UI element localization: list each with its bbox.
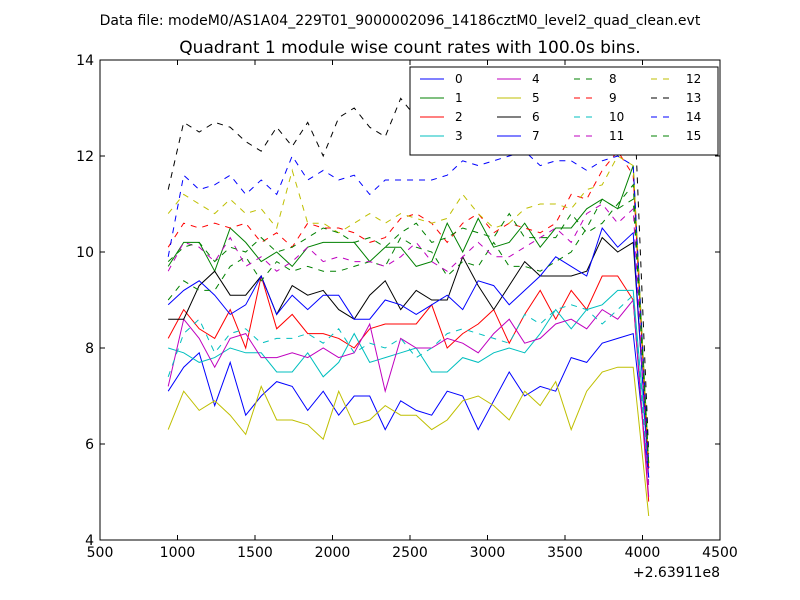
legend-label: 2 <box>455 110 463 124</box>
series-line-10 <box>167 294 650 483</box>
y-tick-label: 4 <box>85 533 94 549</box>
y-tick-label: 10 <box>76 245 94 261</box>
x-tick-label: 4500 <box>702 545 738 561</box>
series-line-1 <box>167 165 650 464</box>
series-line-4 <box>167 298 650 497</box>
x-tick-label: 3500 <box>547 545 583 561</box>
chart-suptitle: Data file: modeM0/AS1A04_229T01_90000020… <box>100 13 701 29</box>
x-tick-label: 3000 <box>470 545 506 561</box>
legend-label: 15 <box>686 129 701 143</box>
legend-label: 8 <box>609 72 617 86</box>
series-line-8 <box>167 198 650 469</box>
series-line-15 <box>167 183 650 464</box>
legend-label: 13 <box>686 91 701 105</box>
x-tick-label: 2500 <box>392 545 428 561</box>
series-line-9 <box>167 150 650 473</box>
chart-title: Quadrant 1 module wise count rates with … <box>179 38 640 58</box>
plot-series <box>167 78 650 517</box>
legend-box <box>409 66 719 156</box>
legend-label: 7 <box>532 129 540 143</box>
y-tick-label: 8 <box>85 341 94 357</box>
y-tick-label: 6 <box>85 437 94 453</box>
series-line-12 <box>167 155 650 464</box>
legend-label: 4 <box>532 72 540 86</box>
series-line-0 <box>167 332 650 478</box>
legend-label: 1 <box>455 91 463 105</box>
series-line-11 <box>167 203 650 488</box>
y-tick-label: 14 <box>76 53 94 69</box>
legend-label: 9 <box>609 91 617 105</box>
legend-label: 0 <box>455 72 463 86</box>
x-offset-label: +2.63911e8 <box>633 565 720 581</box>
axis-ticks: 500 1000 1500 2000 2500 3000 3500 4000 450046810… <box>76 53 738 561</box>
legend-label: 11 <box>609 129 624 143</box>
series-line-7 <box>167 226 650 478</box>
series-line-3 <box>168 289 650 469</box>
series-line-5 <box>167 366 650 517</box>
legend-label: 6 <box>532 110 540 124</box>
series-line-2 <box>167 275 650 502</box>
legend-label: 5 <box>532 91 540 105</box>
legend-label: 3 <box>455 129 463 143</box>
x-tick-label: 4000 <box>625 545 661 561</box>
y-tick-label: 12 <box>76 149 94 165</box>
legend-label: 12 <box>686 72 701 86</box>
legend-label: 14 <box>686 110 701 124</box>
series-line-13 <box>167 78 650 454</box>
x-tick-label: 1000 <box>160 545 196 561</box>
x-tick-label: 2000 <box>315 545 351 561</box>
series-line-6 <box>168 236 650 469</box>
x-tick-label: 500 <box>87 545 114 561</box>
x-tick-label: 1500 <box>237 545 273 561</box>
legend-label: 10 <box>609 110 624 124</box>
series-line-14 <box>167 150 650 469</box>
